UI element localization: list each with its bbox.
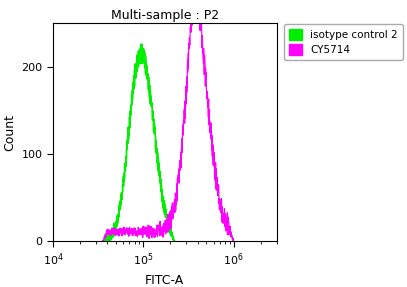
Title: Multi-sample : P2: Multi-sample : P2 bbox=[111, 9, 219, 22]
Y-axis label: Count: Count bbox=[3, 114, 16, 150]
X-axis label: FITC-A: FITC-A bbox=[145, 274, 184, 287]
Legend: isotype control 2, CY5714: isotype control 2, CY5714 bbox=[284, 24, 403, 60]
